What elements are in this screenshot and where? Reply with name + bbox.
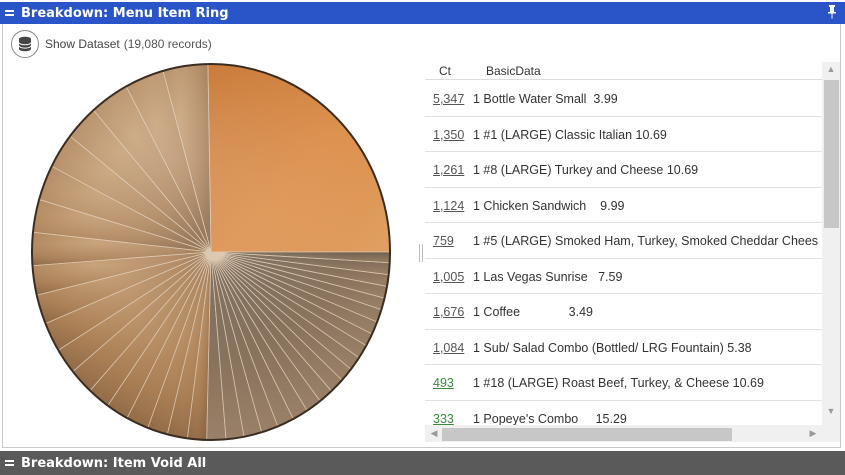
row-description: 1 Sub/ Salad Combo (Bottled/ LRG Fountai… bbox=[473, 340, 752, 355]
database-icon bbox=[11, 30, 39, 58]
grid-header: Ct BasicData bbox=[425, 58, 822, 80]
row-description: 1 Bottle Water Small 3.99 bbox=[473, 92, 618, 106]
table-row[interactable]: 1,124 1 Chicken Sandwich 9.99 bbox=[425, 188, 822, 223]
table-row[interactable]: 1,676 1 Coffee 3.49 bbox=[425, 294, 822, 330]
vertical-scroll-thumb[interactable] bbox=[824, 80, 839, 228]
row-description: 1 Las Vegas Sunrise 7.59 bbox=[473, 269, 623, 284]
row-description: 1 #1 (LARGE) Classic Italian 10.69 bbox=[473, 127, 667, 142]
table-row[interactable]: 1,261 1 #8 (LARGE) Turkey and Cheese 10.6… bbox=[425, 152, 822, 188]
count-link[interactable]: 1,124 bbox=[433, 198, 465, 213]
record-count: (19,080 records) bbox=[123, 37, 212, 51]
row-description: 1 Popeye's Combo 15.29 bbox=[473, 411, 627, 426]
row-description: 1 #5 (LARGE) Smoked Ham, Turkey, Smoked … bbox=[473, 234, 819, 248]
panel-menu-icon[interactable] bbox=[5, 460, 21, 466]
panel-menu-icon[interactable] bbox=[5, 10, 21, 16]
table-row[interactable]: 333 1 Popeye's Combo 15.29 bbox=[425, 401, 822, 427]
vertical-scrollbar[interactable]: ▲ ▼ bbox=[822, 62, 840, 424]
scroll-right-icon[interactable]: ▶ bbox=[809, 428, 817, 438]
count-link[interactable]: 1,084 bbox=[433, 340, 465, 355]
panel-splitter[interactable] bbox=[419, 244, 423, 262]
count-link[interactable]: 493 bbox=[433, 376, 454, 390]
panel-title: Breakdown: Item Void All bbox=[21, 455, 207, 471]
count-link[interactable]: 1,676 bbox=[433, 305, 465, 319]
pie-outline bbox=[31, 63, 391, 441]
count-link[interactable]: 1,350 bbox=[433, 127, 465, 142]
horizontal-scroll-thumb[interactable] bbox=[442, 428, 732, 441]
show-dataset-label: Show Dataset bbox=[45, 37, 120, 51]
count-link[interactable]: 759 bbox=[433, 234, 454, 248]
menu-item-ring-header[interactable]: Breakdown: Menu Item Ring bbox=[0, 2, 845, 24]
pie-slice[interactable] bbox=[207, 63, 391, 253]
table-row[interactable]: 1,084 1 Sub/ Salad Combo (Bottled/ LRG Fo… bbox=[425, 330, 822, 365]
menu-item-ring-pie[interactable] bbox=[30, 62, 392, 442]
scroll-up-icon[interactable]: ▲ bbox=[826, 64, 836, 74]
show-dataset-button[interactable]: Show Dataset (19,080 records) bbox=[11, 30, 212, 58]
count-link[interactable]: 333 bbox=[433, 411, 454, 426]
scroll-left-icon[interactable]: ◀ bbox=[430, 428, 438, 438]
row-description: 1 #18 (LARGE) Roast Beef, Turkey, & Chee… bbox=[473, 376, 764, 390]
table-row[interactable]: 759 1 #5 (LARGE) Smoked Ham, Turkey, Smok… bbox=[425, 223, 822, 259]
count-link[interactable]: 1,005 bbox=[433, 269, 465, 284]
row-description: 1 Coffee 3.49 bbox=[473, 305, 593, 319]
item-void-all-header[interactable]: Breakdown: Item Void All bbox=[0, 451, 845, 475]
table-row[interactable]: 5,347 1 Bottle Water Small 3.99 bbox=[425, 81, 822, 117]
grid-rows: 5,347 1 Bottle Water Small 3.99 1,350 1 #1… bbox=[425, 81, 822, 426]
panel-title: Breakdown: Menu Item Ring bbox=[21, 5, 229, 21]
column-header-ct[interactable]: Ct bbox=[439, 64, 451, 78]
horizontal-scrollbar[interactable]: ◀ ▶ bbox=[425, 425, 822, 442]
table-row[interactable]: 1,005 1 Las Vegas Sunrise 7.59 bbox=[425, 259, 822, 294]
pin-icon[interactable] bbox=[827, 5, 837, 19]
row-description: 1 #8 (LARGE) Turkey and Cheese 10.69 bbox=[473, 163, 699, 177]
scroll-down-icon[interactable]: ▼ bbox=[826, 406, 836, 416]
count-link[interactable]: 1,261 bbox=[433, 163, 465, 177]
table-row[interactable]: 493 1 #18 (LARGE) Roast Beef, Turkey, & C… bbox=[425, 365, 822, 401]
count-link[interactable]: 5,347 bbox=[433, 92, 465, 106]
row-description: 1 Chicken Sandwich 9.99 bbox=[473, 198, 625, 213]
scrollbar-corner bbox=[822, 424, 840, 442]
column-header-basicdata[interactable]: BasicData bbox=[486, 64, 541, 78]
table-row[interactable]: 1,350 1 #1 (LARGE) Classic Italian 10.69 bbox=[425, 117, 822, 152]
